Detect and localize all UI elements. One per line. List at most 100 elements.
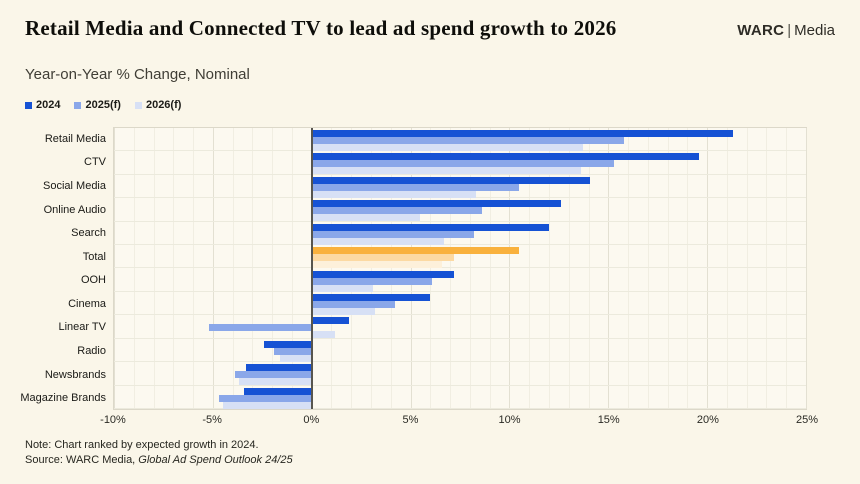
gridline [173, 128, 175, 409]
bar-social-media-2024 [311, 176, 591, 184]
brand-separator: | [787, 22, 792, 39]
bar-search-2025f [311, 230, 474, 238]
bar-search-2024 [311, 223, 549, 231]
bar-row-magazine-brands [114, 386, 806, 409]
bar-linear-tv-2026f [311, 331, 336, 339]
gridline [707, 128, 709, 409]
bar-row-social-media [114, 175, 806, 199]
x-tick-label: -10% [100, 414, 126, 426]
gridline [786, 128, 788, 409]
bar-row-newsbrands [114, 362, 806, 386]
note-text: Note: Chart ranked by expected growth in… [25, 439, 259, 451]
gridline [114, 128, 115, 409]
bar-ooh-2024 [311, 270, 455, 278]
bar-ctv-2026f [311, 167, 581, 175]
gridline [410, 128, 412, 409]
gridline [746, 128, 748, 409]
gridline [806, 128, 807, 409]
x-tick-label: 15% [597, 414, 620, 426]
gridline [548, 128, 550, 409]
bar-search-2026f [311, 237, 445, 245]
gridline [647, 128, 649, 409]
bar-cinema-2025f [311, 300, 395, 308]
bar-cinema-2026f [311, 307, 375, 315]
bar-ooh-2025f [311, 277, 433, 285]
bar-online-audio-2025f [311, 207, 482, 215]
bar-social-media-2026f [311, 190, 476, 198]
legend-label: 2026(f) [145, 99, 182, 111]
x-tick-label: 0% [303, 414, 320, 426]
gridline [687, 128, 689, 409]
bar-ctv-2025f [311, 160, 615, 168]
gridline [153, 128, 155, 409]
bar-magazine-brands-2024 [244, 387, 312, 395]
chart-notes: Note: Chart ranked by expected growth in… [25, 438, 293, 468]
gridline [588, 128, 590, 409]
gridline [133, 128, 135, 409]
gridline [291, 128, 293, 409]
category-label-retail-media: Retail Media [44, 132, 106, 145]
gridline [628, 128, 630, 409]
bar-radio-2026f [280, 354, 312, 362]
gridline [766, 128, 768, 409]
bar-online-audio-2024 [311, 200, 561, 208]
legend-label: 2025(f) [85, 99, 121, 111]
bar-retail-media-2024 [311, 130, 733, 137]
source-text: Source: WARC Media, Global Ad Spend Outl… [25, 453, 293, 468]
x-axis: -10% -5% 0% 5% 10% 15% 20% 25% [100, 414, 818, 428]
gridline [450, 128, 452, 409]
gridline [726, 128, 728, 409]
bar-newsbrands-2025f [234, 371, 312, 379]
chart-legend: 2024 2025(f) 2026(f) [25, 99, 181, 111]
category-label-magazine-brands: Magazine Brands [20, 392, 106, 405]
brand-logo: WARC | Media [737, 22, 835, 39]
category-label-newsbrands: Newsbrands [44, 368, 106, 381]
category-label-linear-tv: Linear TV [58, 321, 107, 334]
gridline [252, 128, 254, 409]
gridline [351, 128, 353, 409]
bar-total-2026f [311, 261, 443, 269]
x-tick-label: -5% [202, 414, 222, 426]
bar-newsbrands-2026f [238, 378, 312, 386]
bar-retail-media-2026f [311, 144, 583, 151]
gridline [212, 128, 214, 409]
bar-linear-tv-2025f [208, 324, 312, 332]
category-label-cinema: Cinema [68, 297, 106, 310]
gridline [430, 128, 432, 409]
bar-row-radio [114, 339, 806, 363]
legend-item-2024: 2024 [25, 99, 60, 111]
bar-row-ooh [114, 269, 806, 292]
gridline [371, 128, 373, 409]
gridline [272, 128, 274, 409]
category-label-total: Total [82, 250, 106, 263]
legend-item-2026f: 2026(f) [134, 99, 182, 111]
x-tick-label: 20% [696, 414, 719, 426]
gridline [469, 128, 471, 409]
bar-radio-2024 [264, 340, 312, 348]
legend-label: 2024 [36, 99, 61, 111]
bar-row-linear-tv [114, 315, 806, 339]
gridline [667, 128, 669, 409]
gridline [390, 128, 392, 409]
gridline [568, 128, 570, 409]
gridline [489, 128, 491, 409]
bar-ctv-2024 [311, 153, 700, 161]
category-axis: Retail Media CTV Social Media Online Audio S… [0, 127, 106, 410]
category-label-ctv: CTV [84, 156, 106, 169]
bar-total-2025f [311, 254, 455, 262]
gridline [608, 128, 610, 409]
bar-cinema-2024 [311, 293, 431, 301]
category-label-online-audio: Online Audio [43, 203, 106, 216]
bar-retail-media-2025f [311, 137, 625, 144]
legend-swatch-icon [134, 101, 142, 109]
bar-magazine-brands-2025f [218, 394, 312, 402]
category-label-ooh: OOH [80, 274, 106, 287]
bar-social-media-2025f [311, 183, 520, 191]
gridline [331, 128, 333, 409]
bar-magazine-brands-2026f [222, 401, 312, 409]
bar-radio-2025f [274, 347, 312, 355]
x-tick-label: 25% [795, 414, 819, 426]
bar-row-total [114, 245, 806, 269]
bar-row-search [114, 222, 806, 246]
